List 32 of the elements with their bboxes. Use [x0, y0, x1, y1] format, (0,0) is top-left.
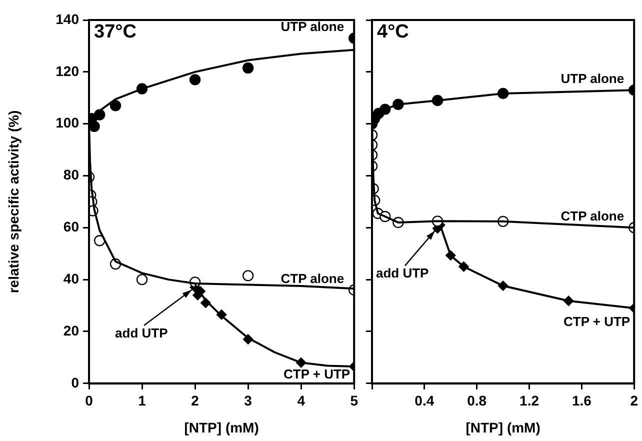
series-label: CTP alone [560, 208, 624, 224]
x-tick-label: 2 [191, 392, 200, 409]
x-axis-title: [NTP] (mM) [466, 419, 540, 436]
x-tick-label: 0.8 [467, 392, 487, 409]
annotation: add UTP [115, 325, 168, 340]
y-tick-label: 100 [56, 114, 80, 131]
y-tick-label: 120 [56, 62, 80, 79]
x-tick-label: 0.4 [414, 392, 434, 409]
annotation: add UTP [376, 266, 430, 281]
series-label: CTP alone [280, 271, 344, 286]
y-tick-label: 140 [56, 10, 80, 27]
x-tick-label: 2 [630, 392, 638, 409]
y-tick-label: 20 [63, 322, 80, 338]
chart-title: 4°C [377, 22, 410, 43]
x-axis-title: [NTP] (mM) [184, 419, 259, 436]
series-label: UTP alone [560, 71, 624, 86]
x-tick-label: 1.2 [520, 392, 540, 409]
x-tick-label: 5 [350, 392, 358, 409]
series-label: UTP alone [280, 19, 344, 34]
x-tick-label: 1 [138, 392, 146, 409]
y-tick-label: 80 [63, 166, 80, 183]
series-label: CTP + UTP [564, 314, 630, 330]
x-tick-label: 3 [244, 392, 252, 409]
y-axis-title: relative specific activity (%) [5, 110, 22, 294]
chart-title: 37°C [94, 22, 137, 43]
y-tick-label: 60 [63, 218, 80, 235]
x-tick-label: 1.6 [572, 392, 592, 409]
y-tick-label: 40 [63, 270, 80, 286]
x-tick-label: 4 [297, 392, 306, 409]
x-tick-label: 0 [85, 392, 94, 409]
y-tick-label: 0 [71, 374, 80, 390]
series-label: CTP + UTP [284, 366, 350, 382]
